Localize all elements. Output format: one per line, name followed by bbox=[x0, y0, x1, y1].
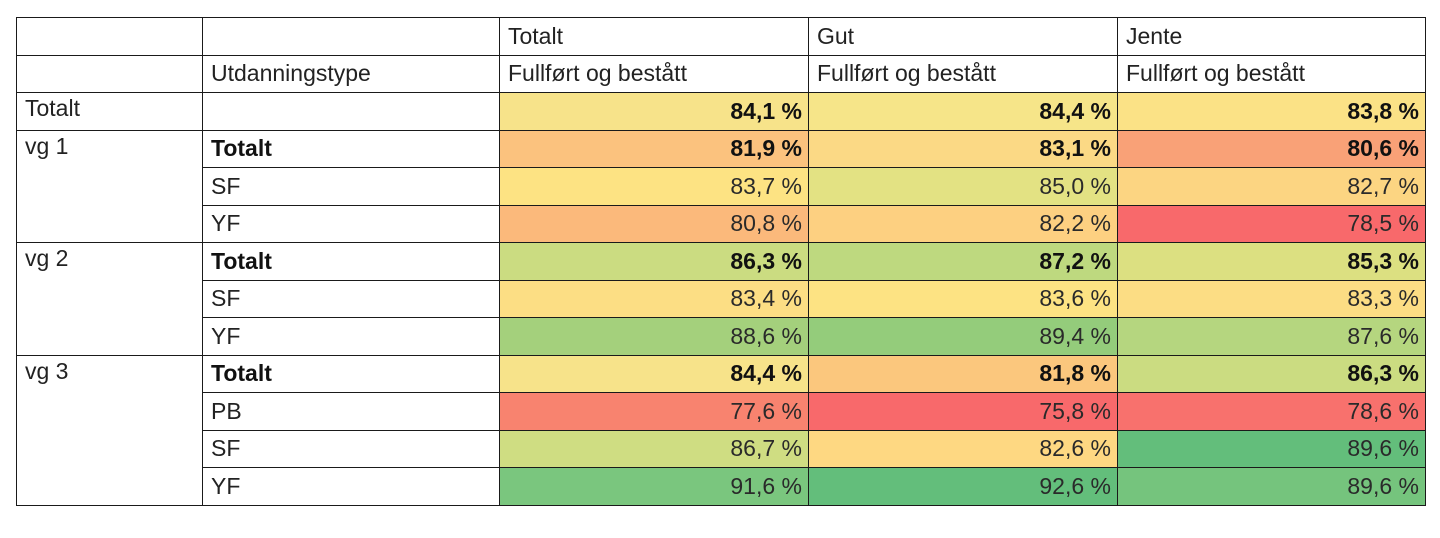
value-cell-totalt: 84,4 % bbox=[499, 354, 809, 393]
education-type-cell bbox=[202, 92, 500, 131]
education-type-cell: YF bbox=[202, 317, 500, 356]
value-cell-jente: 80,6 % bbox=[1117, 129, 1426, 168]
table-row: PB 77,6 % 75,8 % 78,6 % bbox=[17, 392, 1426, 431]
value-cell-jente: 83,3 % bbox=[1117, 279, 1426, 318]
table-row: SF 83,4 % 83,6 % 83,3 % bbox=[17, 279, 1426, 318]
table-row: SF 83,7 % 85,0 % 82,7 % bbox=[17, 167, 1426, 206]
education-type-cell: Totalt bbox=[202, 129, 500, 168]
value-cell-totalt: 80,8 % bbox=[499, 204, 809, 243]
table-row: vg 2 Totalt 86,3 % 87,2 % 85,3 % bbox=[16, 242, 1426, 356]
column-header-blank bbox=[16, 54, 203, 93]
table-row: YF 91,6 % 92,6 % 89,6 % bbox=[17, 467, 1426, 506]
value-cell-gut: 85,0 % bbox=[808, 167, 1118, 206]
value-cell-jente: 86,3 % bbox=[1117, 354, 1426, 393]
value-cell-gut: 89,4 % bbox=[808, 317, 1118, 356]
value-cell-jente: 82,7 % bbox=[1117, 167, 1426, 206]
group-header-gut: Gut bbox=[808, 17, 1118, 56]
value-cell-totalt: 86,7 % bbox=[499, 429, 809, 468]
value-cell-totalt: 77,6 % bbox=[499, 392, 809, 431]
value-cell-totalt: 83,7 % bbox=[499, 167, 809, 206]
value-cell-gut: 92,6 % bbox=[808, 467, 1118, 506]
column-header-gut-fullfort: Fullført og bestått bbox=[808, 54, 1118, 93]
value-cell-totalt: 86,3 % bbox=[499, 242, 809, 281]
group-label-cell: vg 1 bbox=[16, 129, 203, 243]
group-header-jente: Jente bbox=[1117, 17, 1426, 56]
value-cell-totalt: 84,1 % bbox=[499, 92, 809, 131]
group-header-row: Totalt Gut Jente bbox=[16, 17, 1426, 56]
results-table: Totalt Gut Jente Utdanningstype Fullført… bbox=[16, 17, 1426, 506]
value-cell-gut: 75,8 % bbox=[808, 392, 1118, 431]
column-header-utdanningstype: Utdanningstype bbox=[202, 54, 500, 93]
column-header-row: Utdanningstype Fullført og bestått Fullf… bbox=[16, 54, 1426, 93]
group-label-cell: Totalt bbox=[16, 92, 203, 131]
value-cell-gut: 82,6 % bbox=[808, 429, 1118, 468]
column-header-jente-fullfort: Fullført og bestått bbox=[1117, 54, 1426, 93]
value-cell-gut: 87,2 % bbox=[808, 242, 1118, 281]
education-type-cell: SF bbox=[202, 167, 500, 206]
table-row: vg 3 Totalt 84,4 % 81,8 % 86,3 % bbox=[16, 354, 1426, 506]
value-cell-jente: 85,3 % bbox=[1117, 242, 1426, 281]
table-row: YF 88,6 % 89,4 % 87,6 % bbox=[17, 317, 1426, 356]
table-row: YF 80,8 % 82,2 % 78,5 % bbox=[17, 204, 1426, 243]
value-cell-gut: 84,4 % bbox=[808, 92, 1118, 131]
group-header-totalt: Totalt bbox=[499, 17, 809, 56]
education-type-cell: Totalt bbox=[202, 354, 500, 393]
value-cell-totalt: 88,6 % bbox=[499, 317, 809, 356]
group-header-blank bbox=[202, 17, 500, 56]
value-cell-gut: 82,2 % bbox=[808, 204, 1118, 243]
education-type-cell: YF bbox=[202, 204, 500, 243]
value-cell-jente: 87,6 % bbox=[1117, 317, 1426, 356]
group-label-cell: vg 3 bbox=[16, 354, 203, 506]
education-type-cell: YF bbox=[202, 467, 500, 506]
value-cell-totalt: 83,4 % bbox=[499, 279, 809, 318]
table-row: vg 1 Totalt 81,9 % 83,1 % 80,6 % bbox=[16, 129, 1426, 243]
education-type-cell: SF bbox=[202, 279, 500, 318]
column-header-totalt-fullfort: Fullført og bestått bbox=[499, 54, 809, 93]
value-cell-jente: 78,5 % bbox=[1117, 204, 1426, 243]
value-cell-jente: 83,8 % bbox=[1117, 92, 1426, 131]
education-type-cell: PB bbox=[202, 392, 500, 431]
value-cell-jente: 89,6 % bbox=[1117, 429, 1426, 468]
value-cell-gut: 83,1 % bbox=[808, 129, 1118, 168]
corner-cell bbox=[16, 17, 203, 56]
value-cell-totalt: 91,6 % bbox=[499, 467, 809, 506]
results-table-body: Totalt Gut Jente Utdanningstype Fullført… bbox=[16, 17, 1426, 506]
value-cell-totalt: 81,9 % bbox=[499, 129, 809, 168]
value-cell-gut: 83,6 % bbox=[808, 279, 1118, 318]
group-label-cell: vg 2 bbox=[16, 242, 203, 356]
education-type-cell: SF bbox=[202, 429, 500, 468]
table-row: Totalt 84,1 % 84,4 % 83,8 % bbox=[16, 92, 1426, 131]
value-cell-gut: 81,8 % bbox=[808, 354, 1118, 393]
value-cell-jente: 78,6 % bbox=[1117, 392, 1426, 431]
education-type-cell: Totalt bbox=[202, 242, 500, 281]
value-cell-jente: 89,6 % bbox=[1117, 467, 1426, 506]
table-row: SF 86,7 % 82,6 % 89,6 % bbox=[17, 429, 1426, 468]
